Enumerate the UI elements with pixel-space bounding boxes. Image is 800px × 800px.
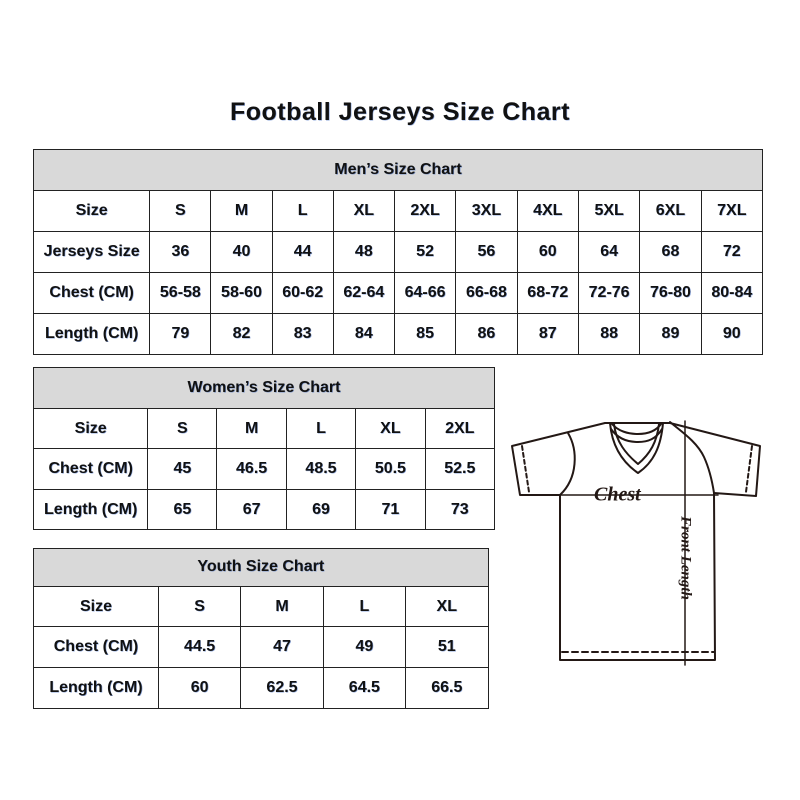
svg-text:Front Length: Front Length — [678, 515, 694, 600]
svg-text:Chest: Chest — [594, 484, 642, 506]
